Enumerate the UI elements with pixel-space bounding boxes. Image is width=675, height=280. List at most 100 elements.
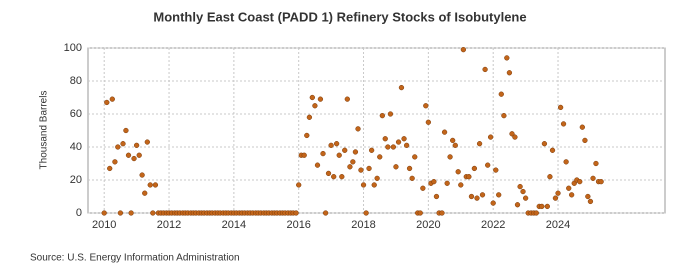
data-point [368, 147, 375, 153]
data-point [312, 103, 318, 109]
data-point [142, 190, 148, 196]
data-point [496, 192, 502, 198]
data-point [379, 113, 385, 119]
data-point [120, 141, 126, 147]
data-point [458, 182, 464, 188]
data-point [309, 94, 315, 101]
data-point [350, 159, 356, 165]
data-point [306, 114, 313, 120]
y-tick-label: 100 [64, 42, 82, 54]
data-point [590, 175, 596, 182]
data-point [498, 91, 504, 97]
data-point [539, 203, 545, 210]
data-point [509, 131, 515, 137]
plot-frame [87, 47, 666, 214]
x-tick-label: 2016 [286, 219, 310, 231]
data-point [493, 167, 499, 173]
data-point [314, 162, 321, 168]
data-point [433, 193, 440, 200]
data-point [336, 152, 342, 158]
data-point [460, 47, 467, 53]
data-point [431, 179, 437, 185]
data-point [439, 210, 445, 216]
x-tick-label: 2024 [546, 219, 570, 231]
data-point [520, 188, 526, 195]
data-point [147, 182, 153, 188]
data-point [577, 179, 583, 185]
data-point [425, 119, 432, 125]
data-point [490, 200, 496, 206]
data-point [476, 141, 483, 147]
data-point [377, 154, 383, 160]
data-point [152, 182, 159, 188]
data-point [395, 139, 402, 145]
chart-title: Monthly East Coast (PADD 1) Refinery Sto… [153, 9, 526, 24]
data-point [547, 174, 553, 180]
data-point [115, 144, 121, 150]
data-point [452, 142, 458, 149]
x-tick-label: 2022 [481, 219, 505, 231]
data-point [107, 165, 113, 172]
data-point [104, 99, 110, 106]
y-tick-label: 40 [70, 141, 82, 153]
x-tick-label: 2020 [416, 219, 440, 231]
data-point [412, 154, 418, 160]
data-point [385, 144, 391, 150]
data-point [112, 159, 118, 165]
x-tick-label: 2012 [157, 219, 181, 231]
data-point [322, 210, 329, 216]
data-point [150, 210, 156, 216]
data-point [447, 154, 453, 160]
data-point [517, 183, 523, 190]
data-point [598, 179, 604, 185]
data-point [352, 149, 359, 155]
data-point [482, 66, 488, 73]
data-point [360, 182, 367, 188]
data-point [468, 193, 475, 200]
data-point [363, 210, 369, 216]
y-tick-label: 60 [70, 108, 82, 120]
data-point [401, 136, 407, 142]
data-point [566, 185, 572, 191]
data-point [117, 210, 124, 216]
data-point [339, 174, 345, 180]
data-point [128, 210, 134, 216]
data-point [582, 137, 588, 144]
data-point [133, 142, 140, 149]
data-point [374, 175, 380, 182]
data-point [455, 169, 461, 175]
data-point [382, 136, 388, 142]
data-point [358, 167, 364, 173]
data-point [101, 210, 107, 216]
data-point [331, 174, 337, 180]
data-point [544, 203, 550, 210]
data-point [131, 155, 137, 162]
data-point [366, 165, 372, 172]
data-point [522, 195, 529, 201]
data-point [501, 113, 507, 119]
data-point [328, 142, 334, 149]
data-point [568, 192, 575, 198]
data-point [487, 134, 494, 140]
y-tick-label: 0 [76, 207, 82, 219]
data-point [403, 142, 410, 149]
data-point [549, 147, 556, 153]
data-point [301, 152, 307, 158]
data-point [417, 210, 423, 216]
data-point [320, 150, 326, 157]
data-point [485, 162, 491, 168]
data-point [406, 165, 413, 172]
data-point [317, 96, 324, 102]
data-point [541, 141, 548, 147]
data-point [333, 141, 340, 147]
data-point [555, 190, 561, 196]
data-point [398, 84, 405, 91]
data-point [474, 195, 480, 201]
y-axis-label: Thousand Barrels [39, 91, 50, 170]
data-point [504, 55, 510, 61]
data-point [393, 164, 399, 170]
data-point [139, 172, 145, 178]
data-point [585, 193, 591, 200]
data-point [347, 164, 353, 170]
